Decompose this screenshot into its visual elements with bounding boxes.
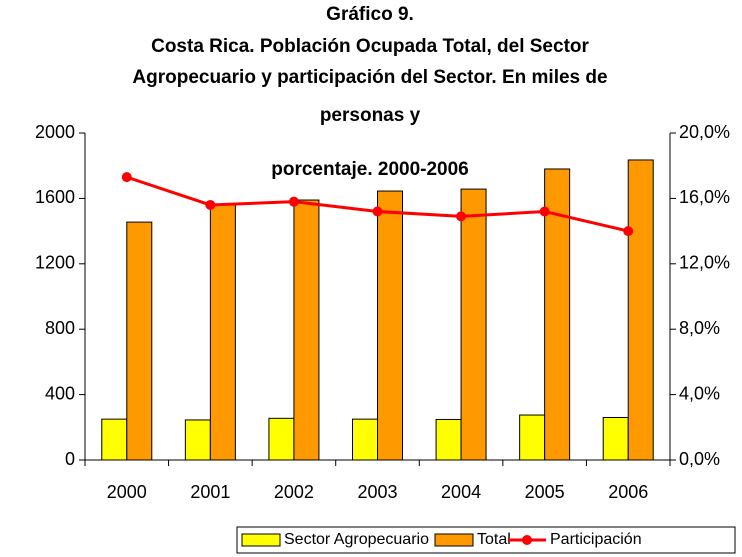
- legend-label: Total: [477, 531, 511, 548]
- bar: [268, 417, 295, 461]
- bar: [293, 199, 320, 461]
- y2-tick-label: 16,0%: [679, 187, 730, 207]
- chart-title: porcentaje. 2000-2006: [271, 159, 469, 180]
- x-tick-label: 2006: [608, 482, 648, 502]
- chart-title: Agropecuario y participación del Sector.…: [132, 67, 607, 88]
- y2-tick-label: 20,0%: [679, 122, 730, 142]
- y-tick-label: 1600: [35, 187, 75, 207]
- y-tick-label: 400: [45, 383, 75, 403]
- legend-box: [236, 526, 736, 554]
- line-marker: [205, 199, 216, 210]
- bar: [435, 418, 462, 461]
- bar: [352, 418, 378, 461]
- y-tick-label: 1200: [35, 253, 75, 273]
- legend-label: Sector Agropecuario: [284, 531, 429, 548]
- chart-title: personas y: [320, 105, 421, 126]
- line-marker: [288, 196, 299, 207]
- bar: [126, 221, 153, 461]
- bar: [519, 414, 546, 461]
- x-tick-label: 2005: [525, 482, 565, 502]
- legend-label: Participación: [550, 531, 642, 548]
- line-marker: [456, 211, 467, 222]
- bar: [184, 419, 211, 461]
- bar: [602, 416, 629, 461]
- legend-swatch: [241, 533, 281, 547]
- y-tick-label: 0: [65, 449, 75, 469]
- x-tick-label: 2003: [357, 482, 397, 502]
- y2-tick-label: 4,0%: [679, 383, 720, 403]
- line-marker: [121, 172, 132, 183]
- x-tick-label: 2001: [190, 482, 230, 502]
- legend-swatch: [522, 535, 532, 545]
- y2-tick-label: 0,0%: [679, 449, 720, 469]
- line-marker: [539, 206, 550, 217]
- y2-tick-label: 8,0%: [679, 318, 720, 338]
- legend-swatch: [434, 533, 474, 547]
- x-tick-label: 2000: [107, 482, 147, 502]
- x-tick-label: 2002: [274, 482, 314, 502]
- bar: [101, 418, 128, 461]
- bar: [627, 159, 654, 461]
- chart-title: Costa Rica. Población Ocupada Total, del…: [151, 36, 589, 57]
- y2-tick-label: 12,0%: [679, 253, 730, 273]
- bar: [377, 190, 403, 461]
- chart-title: Gráfico 9.: [326, 4, 414, 25]
- line-marker: [372, 206, 383, 217]
- x-tick-label: 2004: [441, 482, 481, 502]
- y-tick-label: 800: [45, 318, 75, 338]
- bar: [209, 203, 236, 461]
- line-marker: [623, 226, 634, 237]
- y-tick-label: 2000: [35, 122, 75, 142]
- bar: [460, 188, 487, 461]
